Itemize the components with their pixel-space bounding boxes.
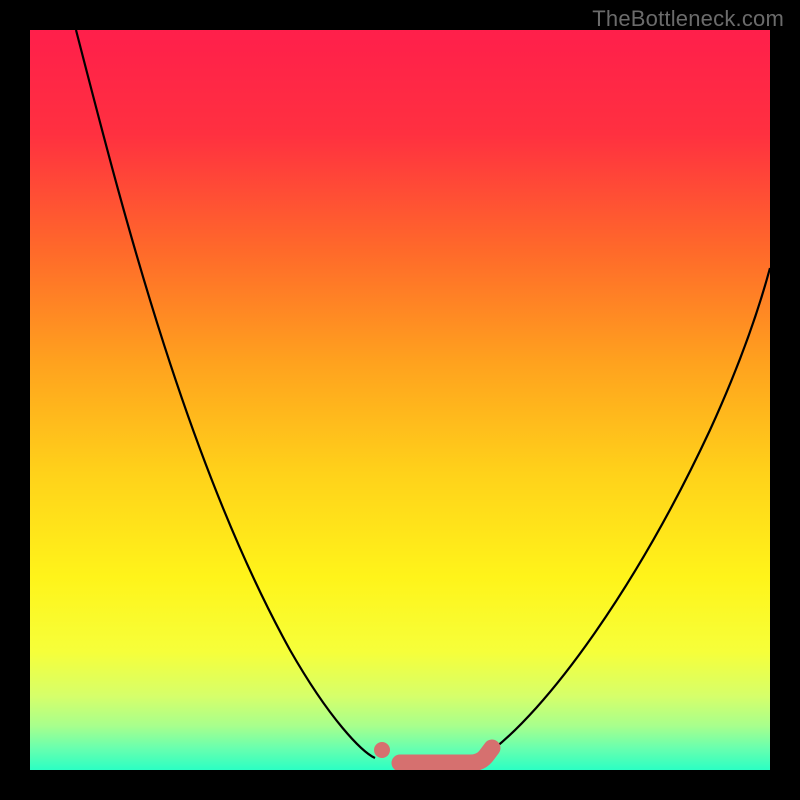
watermark-text: TheBottleneck.com	[592, 6, 784, 32]
gradient-background	[30, 30, 770, 770]
marker-dot	[374, 742, 390, 758]
plot-area	[30, 30, 770, 770]
chart-frame: TheBottleneck.com	[0, 0, 800, 800]
chart-svg	[30, 30, 770, 770]
